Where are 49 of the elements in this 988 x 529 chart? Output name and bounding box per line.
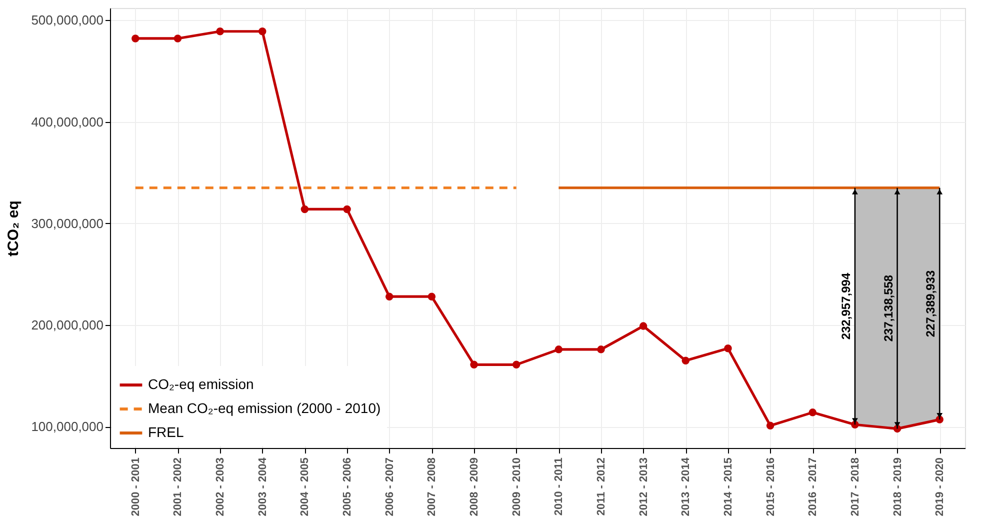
x-tick-label: 2018 - 2019 xyxy=(892,458,904,516)
point xyxy=(216,28,224,36)
legend-label: FREL xyxy=(148,424,184,440)
point xyxy=(682,356,690,364)
point xyxy=(597,346,605,354)
y-tick-label: 500,000,000 xyxy=(31,12,104,28)
y-tick-label: 200,000,000 xyxy=(31,318,104,333)
x-tick-label: 2007 - 2008 xyxy=(426,458,438,516)
x-tick-label: 2001 - 2002 xyxy=(172,458,184,516)
x-tick-label: 2009 - 2010 xyxy=(510,458,523,516)
annotation: 232,957,994 xyxy=(838,272,853,340)
point xyxy=(385,292,394,300)
x-tick-label: 2004 - 2005 xyxy=(299,458,312,516)
point xyxy=(174,34,182,42)
x-tick-label: 2005 - 2006 xyxy=(342,458,354,516)
x-tick-label: 2008 - 2009 xyxy=(468,458,481,516)
x-tick-label: 2000 - 2001 xyxy=(130,458,142,516)
point xyxy=(428,292,436,300)
legend-label: CO₂-eq emission xyxy=(148,376,254,392)
point xyxy=(300,205,309,214)
x-tick-label: 2016 - 2017 xyxy=(807,458,820,516)
point xyxy=(766,422,774,430)
x-tick-label: 2010 - 2011 xyxy=(553,458,566,516)
point xyxy=(808,408,816,416)
y-tick-label: 400,000,000 xyxy=(31,114,104,130)
point xyxy=(132,34,140,42)
y-axis-title: tCO₂ eq xyxy=(5,200,22,256)
point xyxy=(470,360,478,369)
annotation: 227,389,933 xyxy=(924,270,938,338)
legend-label: Mean CO₂-eq emission (2000 - 2010) xyxy=(148,400,381,416)
x-tick-label: 2002 - 2003 xyxy=(214,458,227,516)
x-tick-label: 2014 - 2015 xyxy=(722,458,734,516)
x-tick-label: 2019 - 2020 xyxy=(934,458,946,516)
y-tick-label: 100,000,000 xyxy=(31,419,104,434)
x-tick-label: 2012 - 2013 xyxy=(638,458,650,516)
point xyxy=(512,360,520,369)
point xyxy=(724,344,732,352)
point xyxy=(258,28,266,36)
point xyxy=(343,205,351,214)
annotation: 237,138,558 xyxy=(881,274,896,342)
y-tick-label: 300,000,000 xyxy=(31,216,104,231)
point xyxy=(554,346,563,354)
x-tick-label: 2006 - 2007 xyxy=(384,458,396,516)
x-tick-label: 2017 - 2018 xyxy=(849,458,862,516)
point xyxy=(639,322,648,330)
x-tick-label: 2011 - 2012 xyxy=(595,458,608,516)
x-tick-label: 2003 - 2004 xyxy=(256,456,269,516)
x-tick-label: 2013 - 2014 xyxy=(680,456,692,516)
x-tick-label: 2015 - 2016 xyxy=(764,458,777,516)
